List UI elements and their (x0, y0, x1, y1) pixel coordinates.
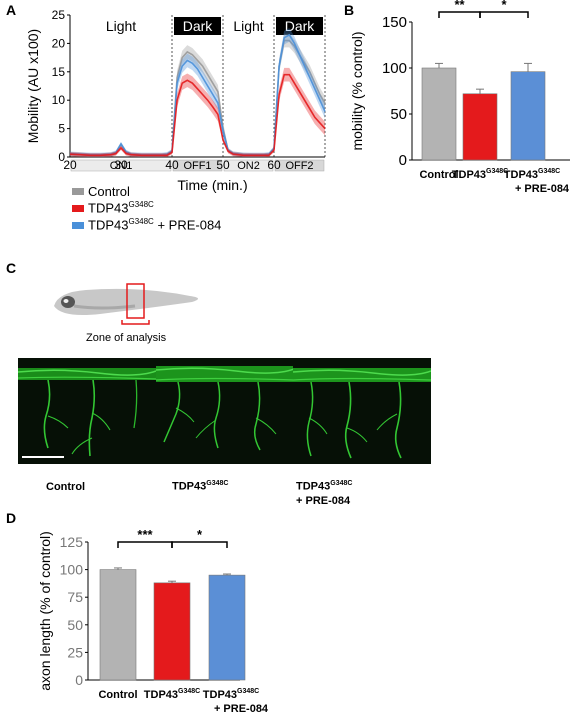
period-label-0: ON1 (110, 160, 133, 172)
legend-swatch-control (72, 187, 84, 195)
D-ytick-label: 50 (67, 617, 83, 633)
series-band-0 (70, 33, 325, 157)
chart-a-ytick-label: 25 (52, 8, 66, 22)
B-ytick-label: 50 (390, 106, 407, 123)
B-ylabel: mobility (% control) (349, 31, 365, 150)
chart-a-ytick-label: 5 (58, 122, 65, 136)
D-sig-bracket-0 (117, 541, 173, 548)
B-cat-label-0: Control (419, 169, 458, 181)
panel-label-b: B (344, 2, 355, 18)
phase-label-3: Dark (285, 18, 316, 34)
micrograph-tdp43 (156, 358, 294, 464)
micrograph-tdp43-axons (156, 366, 294, 451)
period-label-1: OFF1 (183, 160, 211, 172)
period-bar-1 (172, 159, 223, 172)
B-bar-0 (421, 67, 457, 161)
B-sig-bracket-0 (438, 11, 481, 18)
B-cat-label-1: TDP43G348C (452, 168, 508, 181)
D-ytick-label: 75 (67, 589, 83, 605)
phase-label-1: Dark (183, 18, 214, 34)
series-line-2 (69, 33, 326, 156)
caption-control: Control (46, 481, 86, 493)
micrograph-tdp43-pre084-axons (293, 368, 431, 459)
chart-a-legend: Control TDP43G348C TDP43G348C + PRE-084 (72, 183, 272, 235)
B-cat-label-2-suffix: + PRE-084 (515, 183, 570, 195)
B-ytick-label: 100 (382, 60, 407, 77)
D-sig-label-0: *** (137, 527, 153, 542)
D-ytick-label: 0 (75, 672, 83, 688)
period-bar-2 (223, 159, 274, 172)
zebrafish-larva-icon (54, 288, 199, 315)
legend-swatch-tdp (72, 204, 84, 212)
legend-label-pre: TDP43G348C + PRE-084 (88, 217, 222, 233)
B-sig-bracket-1 (479, 11, 529, 18)
chart-a-mobility-timecourse: Light Dark Light Dark 0 5 10 15 20 25 ON1 OFF1 ON2 OF… (25, 8, 326, 193)
analysis-zone-bracket (121, 320, 150, 325)
chart-a-ytick-label: 15 (52, 65, 66, 79)
B-sig-label-0: ** (454, 0, 465, 12)
D-ytick-label: 125 (60, 534, 84, 550)
D-bar-0 (99, 569, 137, 681)
larva-schematic (54, 283, 199, 325)
D-cat-label-2-suffix: + PRE-084 (214, 703, 269, 715)
chart-a-xtick-label: 40 (165, 158, 179, 172)
legend-item-pre: TDP43G348C + PRE-084 (72, 217, 221, 233)
phase-box-1 (174, 17, 221, 35)
D-cat-label-0: Control (98, 689, 137, 701)
legend-label-control: Control (88, 183, 130, 199)
micrograph-tdp43-pre084 (293, 358, 431, 464)
D-sig-bracket-1 (171, 541, 228, 548)
legend-item-control: Control (72, 183, 130, 199)
micrograph-control-axons (18, 368, 156, 458)
panel-label-a: A (6, 2, 17, 18)
D-ylabel: axon length (% of control) (37, 531, 53, 691)
D-cat-label-2: TDP43G348C (203, 688, 259, 701)
phase-label-0: Light (106, 18, 136, 34)
chart-a-xlabel: Time (min.) (177, 177, 247, 193)
chart-a-xtick-label: 50 (216, 158, 230, 172)
B-ytick-label: 0 (399, 152, 407, 169)
chart-a-ytick-label: 0 (58, 150, 65, 164)
period-bar-3 (274, 159, 325, 172)
chart-a-ytick-label: 20 (52, 36, 66, 50)
period-bar-0 (70, 159, 172, 172)
chart-a-xtick-label: 20 (63, 158, 77, 172)
D-bar-1 (153, 582, 191, 681)
chart-a-xtick-label: 60 (267, 158, 281, 172)
legend-swatch-pre (72, 221, 84, 229)
B-ytick-label: 150 (382, 14, 407, 31)
chart-a-xtick-label: 30 (114, 158, 128, 172)
D-sig-label-1: * (197, 527, 203, 542)
D-bar-2 (208, 574, 246, 681)
B-cat-label-2: TDP43G348C (504, 168, 560, 181)
D-ytick-label: 100 (60, 562, 84, 578)
legend-label-tdp: TDP43G348C (88, 200, 154, 216)
B-bar-1 (462, 93, 498, 161)
B-sig-label-1: * (501, 0, 507, 12)
B-bar-2 (510, 71, 546, 161)
phase-label-2: Light (233, 18, 263, 34)
phase-box-3 (276, 17, 323, 35)
D-cat-label-1: TDP43G348C (144, 688, 200, 701)
D-ytick-label: 25 (67, 644, 83, 660)
panel-label-c: C (6, 260, 17, 276)
series-band-1 (70, 67, 325, 157)
micrograph-control (18, 358, 156, 464)
caption-tdp43-pre084: TDP43G348C + PRE-084 (296, 480, 353, 507)
panel-label-d: D (6, 510, 17, 526)
analysis-zone-box (126, 283, 145, 319)
period-label-3: OFF2 (285, 160, 313, 172)
caption-tdp43: TDP43G348C (172, 480, 229, 493)
zone-of-analysis-label: Zone of analysis (86, 332, 167, 344)
period-label-2: ON2 (237, 160, 260, 172)
chart-a-ytick-label: 10 (52, 93, 66, 107)
series-line-1 (69, 73, 326, 157)
legend-item-tdp: TDP43G348C (72, 200, 154, 216)
chart-a-ylabel: Mobility (AU x100) (25, 29, 41, 143)
